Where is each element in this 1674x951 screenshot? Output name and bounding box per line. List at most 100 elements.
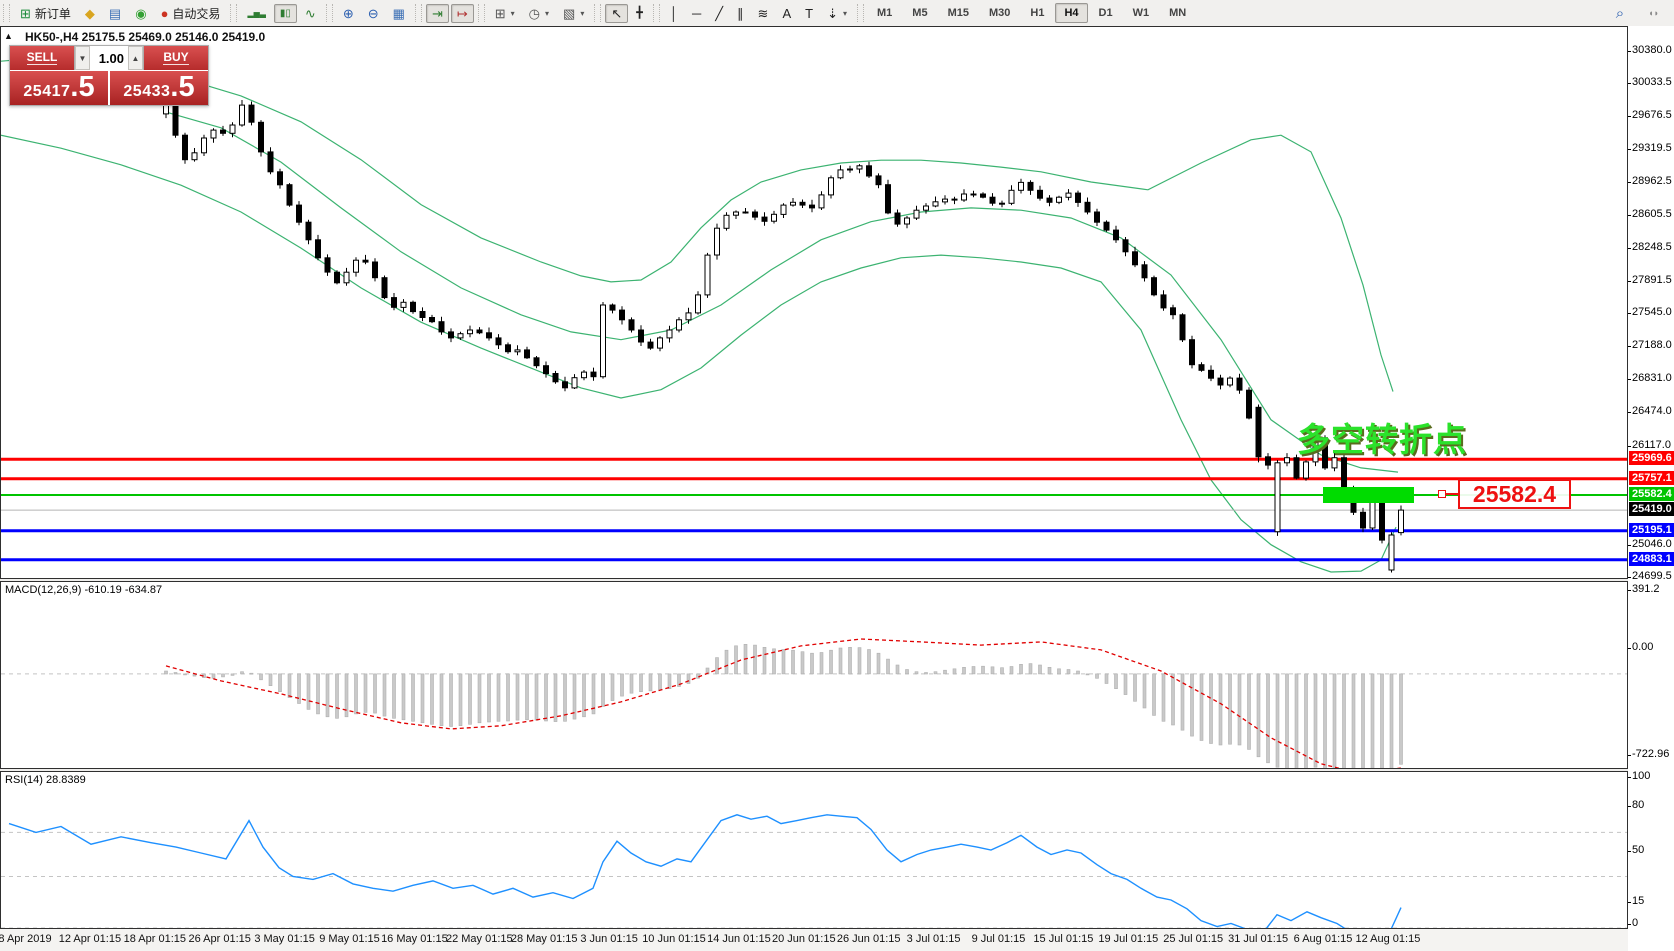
new-order-button[interactable]: ⊞ 新订单 (14, 2, 77, 25)
buy-price-button[interactable]: 25433.5 (110, 71, 208, 105)
timeframe-mn-button[interactable]: MN (1169, 7, 1187, 19)
volume-input[interactable]: 1.00 (90, 46, 128, 70)
channel-button[interactable]: ∥ (731, 4, 750, 23)
macd-histogram-bar (373, 673, 377, 714)
toolbar-grip (414, 4, 422, 22)
candlestick-icon: ▮▯ (279, 7, 291, 19)
macd-histogram-bar (620, 673, 624, 697)
label-button[interactable]: T (799, 4, 819, 23)
crosshair-button[interactable]: ╋ (630, 4, 649, 23)
rsi-tick: 80 (1632, 799, 1645, 812)
fibonacci-button[interactable]: ≋ (752, 4, 775, 23)
hline-button[interactable]: ─ (686, 4, 707, 23)
bar-chart-button[interactable]: ▂▅▃ (241, 4, 271, 23)
trendline-icon: ╱ (715, 5, 724, 21)
price-tick: 28248.5 (1632, 241, 1672, 254)
bollinger-lower-band (1, 134, 1397, 573)
axis-tick (1628, 445, 1631, 447)
macd-histogram-bar (297, 673, 301, 704)
macd-histogram-bar (221, 673, 225, 678)
volume-decrease-button[interactable]: ▼ (75, 46, 90, 70)
chart-title: HK50-,H4 25175.5 25469.0 25146.0 25419.0 (25, 30, 266, 44)
channel-icon: ∥ (737, 5, 744, 21)
bear-candle (429, 317, 435, 323)
trendline-button[interactable]: ╱ (709, 4, 729, 23)
macd-histogram-bar (458, 673, 463, 727)
line-price-label: 25757.1 (1629, 470, 1674, 485)
one-click-collapse-icon[interactable]: ▲ (4, 31, 13, 41)
toolbar-grip (477, 4, 485, 22)
bull-candle (1303, 461, 1309, 479)
axis-tick (1628, 806, 1631, 808)
timeframe-h4-button[interactable]: H4 (1055, 3, 1088, 23)
line-price-label: 24883.1 (1629, 551, 1674, 566)
timeframe-m5-button[interactable]: M5 (912, 7, 928, 19)
macd-histogram-bar (1256, 673, 1261, 758)
tile-windows-button[interactable]: ▦ (387, 4, 411, 23)
timeframe-d1-button[interactable]: D1 (1098, 7, 1113, 19)
price-tick: 27891.5 (1632, 274, 1672, 287)
candlestick-button[interactable]: ▮▯ (273, 3, 297, 23)
auto-scroll-button[interactable]: ⇥ (425, 3, 449, 23)
signal-button[interactable]: ◉ (129, 4, 152, 23)
time-tick-label: 3 May 01:15 (254, 933, 315, 945)
autotrading-button[interactable]: ● 自动交易 (155, 2, 227, 25)
eraser-button[interactable]: ◆ (79, 4, 101, 23)
macd-histogram-bar (610, 673, 615, 701)
macd-histogram-bar (240, 671, 244, 675)
zoom-in-button[interactable]: ⊕ (337, 4, 360, 23)
templates-button[interactable]: ▧ ▾ (557, 4, 590, 23)
line-chart-button[interactable]: ∿ (299, 4, 322, 23)
text-button[interactable]: A (776, 4, 797, 23)
bear-candle (752, 211, 758, 218)
macd-histogram-bar (867, 649, 871, 675)
macd-histogram-bar (639, 673, 643, 693)
bull-candle (1056, 196, 1062, 203)
bull-candle (581, 371, 587, 379)
bear-candle (1341, 457, 1347, 489)
search-button[interactable]: ⌕ (1610, 4, 1630, 23)
buy-price-fraction: .5 (170, 71, 195, 103)
macd-histogram-bar (287, 673, 292, 698)
macd-signal-line (165, 638, 1401, 768)
bear-candle (476, 329, 483, 334)
vline-button[interactable]: │ (664, 4, 684, 23)
periods-button[interactable]: ◷ ▾ (523, 4, 555, 23)
vline-icon: │ (669, 5, 678, 21)
timeframe-h1-button[interactable]: H1 (1030, 7, 1045, 19)
bear-candle (1208, 369, 1214, 379)
chat-button[interactable]: ◖◗ (1642, 4, 1665, 23)
axis-tick (1628, 850, 1631, 852)
macd-histogram-bar (563, 673, 567, 722)
macd-histogram-bar (753, 644, 757, 675)
macd-histogram-bar (677, 673, 681, 687)
sell-price-button[interactable]: 25417.5 (10, 71, 110, 105)
one-click-trade-panel: SELL ▼ 1.00 ▲ BUY 25417.5 25433.5 (9, 45, 209, 106)
search-icon: ⌕ (1615, 4, 1625, 22)
bull-candle (571, 377, 578, 389)
zoom-out-button[interactable]: ⊖ (362, 4, 385, 23)
macd-histogram-bar (306, 673, 311, 710)
new-chart-button[interactable]: ⊞ ▾ (489, 4, 521, 23)
volume-increase-button[interactable]: ▲ (128, 46, 143, 70)
timeframe-w1-button[interactable]: W1 (1132, 7, 1150, 19)
new-order-button-label: 新订单 (34, 6, 71, 21)
buy-button[interactable]: BUY (144, 46, 208, 70)
toolbar-grip (230, 4, 238, 22)
time-tick-label: 6 Aug 01:15 (1293, 933, 1353, 945)
hline-icon: ─ (692, 5, 702, 21)
fibonacci-icon: ≋ (757, 5, 769, 21)
charts-window-button[interactable]: ▤ (103, 4, 127, 23)
arrows-button[interactable]: ⇣ ▾ (821, 4, 853, 23)
timeframe-m1-button[interactable]: M1 (877, 7, 893, 19)
rsi-pane: RSI(14) 28.8389 (0, 771, 1628, 929)
bear-candle (1037, 189, 1043, 199)
price-tick: 26474.0 (1632, 405, 1672, 418)
price-annotation-box: 25582.4 (1458, 479, 1571, 509)
cursor-button[interactable]: ↖ (605, 3, 629, 23)
timeframe-m30-button[interactable]: M30 (988, 7, 1011, 19)
timeframe-m15-button[interactable]: M15 (947, 7, 969, 19)
chart-shift-button[interactable]: ↦ (450, 3, 474, 23)
eraser-icon: ◆ (84, 5, 95, 21)
sell-button[interactable]: SELL (10, 46, 74, 70)
